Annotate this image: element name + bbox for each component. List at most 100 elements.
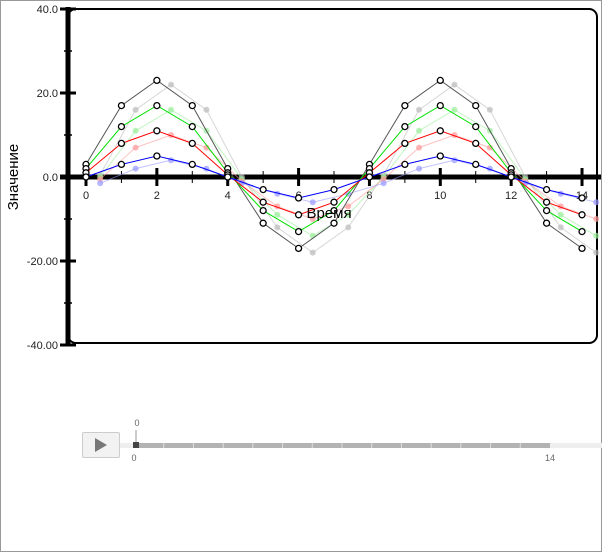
y-tick-label: -20.00 [27,256,58,268]
data-point [117,139,126,148]
ghost-series [97,81,600,256]
data-point [294,244,303,253]
data-point [188,122,196,131]
ghost-point [593,249,600,256]
data-point [153,101,161,110]
slider-current-label: 0 [134,418,139,428]
ghost-point [486,144,493,151]
data-point [294,211,303,219]
ghost-point [380,176,387,183]
data-point [578,244,586,253]
data-point [401,160,409,169]
timeline-slider[interactable]: 0 0 14 [118,418,602,463]
ghost-point [168,106,175,113]
x-tick-label: 4 [225,190,231,202]
data-point [117,160,126,169]
ghost-point [132,165,139,172]
ghost-point [97,176,104,183]
y-axis-title: Значение [5,144,22,211]
y-tick-label: 0.0 [43,172,58,184]
slider-min-label: 0 [131,453,136,463]
ghost-point [486,106,493,113]
data-point [117,101,126,110]
ghost-point [416,106,423,113]
data-point [259,185,267,194]
data-point [578,227,586,236]
data-point [578,194,586,202]
ghost-point [451,106,458,113]
ghost-point [345,224,352,231]
data-point [401,139,409,148]
slider-handle[interactable] [133,442,139,448]
ghost-point [557,211,564,218]
data-point [542,185,551,194]
data-point [259,219,267,227]
data-point [578,211,586,219]
data-point [436,127,444,135]
data-point [401,101,409,110]
data-point [436,101,444,110]
data-point [330,206,338,215]
ghost-point [132,106,139,113]
data-point [259,198,267,206]
data-point [224,173,232,181]
ghost-point [97,180,104,187]
ghost-point [203,144,210,151]
ghost-point [593,216,600,222]
ghost-point [309,216,316,222]
x-axis: 02468101214 [60,168,601,202]
y-tick-label: -40.00 [27,340,58,352]
data-point [259,206,267,215]
data-point [188,139,196,148]
slider-max-label: 14 [545,453,555,463]
x-axis-title: Время [306,205,351,222]
data-point [472,122,480,131]
x-tick-label: 10 [434,190,446,202]
ghost-point [416,144,423,151]
data-point [188,160,196,169]
data-point [542,198,551,206]
ghost-point [274,224,281,231]
data-point [117,122,126,131]
data-point [294,194,303,202]
play-icon [95,438,107,452]
ghost-point [593,199,600,206]
series-group [82,76,586,253]
data-point [365,173,374,181]
play-button[interactable] [82,432,120,458]
ghost-point [416,127,423,134]
data-point [472,160,480,169]
ghost-point [203,106,210,113]
data-point [472,139,480,148]
y-tick-label: 20.0 [37,88,58,100]
data-point [542,206,551,215]
data-point [330,219,338,227]
ghost-point [593,232,600,239]
y-tick-label: 40.0 [37,4,58,16]
ghost-point [451,81,458,88]
data-point [436,76,444,85]
ghost-point [132,127,139,134]
data-point [330,185,338,194]
data-point [330,198,338,206]
ghost-point [132,144,139,151]
ghost-point [168,81,175,88]
data-point [82,173,90,181]
ghost-point [345,211,352,218]
x-tick-label: 12 [505,190,517,202]
data-point [188,101,196,110]
data-point [153,76,161,85]
ghost-point [345,203,352,210]
ghost-point [309,199,316,206]
ghost-point [274,211,281,218]
data-point [472,101,480,110]
ghost-point [309,249,316,256]
data-point [436,152,444,160]
data-point [401,122,409,131]
data-point [153,152,161,160]
x-tick-label: 0 [83,190,89,202]
data-point [294,227,303,236]
ghost-point [380,180,387,187]
ghost-point [557,224,564,231]
